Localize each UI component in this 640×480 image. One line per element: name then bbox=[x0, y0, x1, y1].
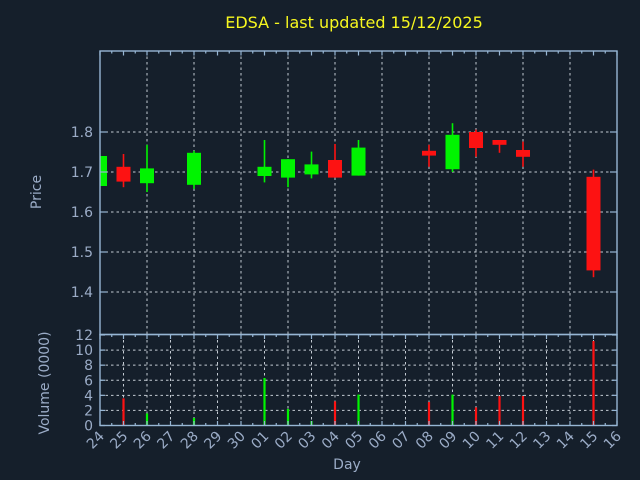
candle-body-08 bbox=[422, 150, 436, 156]
day-tick-label: 28 bbox=[178, 429, 202, 453]
day-tick-label: 16 bbox=[601, 428, 625, 452]
day-axis-label: Day bbox=[333, 457, 361, 473]
day-tick-label: 08 bbox=[413, 429, 437, 453]
candle-body-05 bbox=[351, 147, 366, 176]
volume-axis-label: Volume (0000) bbox=[37, 331, 53, 435]
price-tick-label: 1.8 bbox=[71, 125, 93, 141]
day-tick-label: 02 bbox=[272, 429, 296, 453]
candle-body-10 bbox=[469, 132, 483, 148]
volume-bars bbox=[122, 341, 595, 426]
day-tick-label: 11 bbox=[483, 429, 507, 453]
price-axis-label: Price bbox=[29, 174, 45, 210]
day-tick-label: 07 bbox=[389, 429, 413, 453]
candle-body-15 bbox=[586, 176, 601, 271]
volume-bar-09 bbox=[451, 394, 454, 426]
candle-body-26 bbox=[140, 168, 154, 184]
price-tick-labels: 1.8 1.7 1.6 1.5 1.4 bbox=[71, 125, 93, 301]
volume-bar-26 bbox=[145, 413, 149, 426]
price-tick-label: 1.6 bbox=[71, 205, 93, 221]
candle-body-11 bbox=[492, 140, 507, 145]
volume-tick-label: 4 bbox=[84, 388, 93, 404]
day-tick-label: 15 bbox=[577, 429, 601, 453]
volume-bar-01 bbox=[263, 377, 266, 426]
candle-body-09 bbox=[445, 134, 460, 170]
day-tick-label: 30 bbox=[225, 429, 249, 453]
volume-bar-04 bbox=[333, 401, 337, 426]
price-tick-label: 1.7 bbox=[71, 165, 93, 181]
day-tick-label: 29 bbox=[201, 429, 225, 453]
price-panel-grid bbox=[100, 51, 617, 335]
volume-bar-12 bbox=[521, 396, 525, 426]
candle-body-03 bbox=[304, 164, 319, 175]
day-tick-label: 13 bbox=[530, 429, 554, 453]
price-tick-label: 1.5 bbox=[71, 245, 93, 261]
day-tick-label: 10 bbox=[460, 429, 484, 453]
volume-bar-11 bbox=[498, 396, 501, 426]
day-tick-labels: 24 25 26 27 28 29 30 01 02 03 04 05 06 07 08 09 10 11 12 13… bbox=[84, 428, 625, 452]
volume-tick-label: 8 bbox=[84, 358, 93, 374]
volume-tick-label: 6 bbox=[84, 373, 93, 389]
chart-title: EDSA - last updated 15/12/2025 bbox=[225, 13, 483, 32]
candle-body-04 bbox=[328, 160, 342, 178]
volume-tick-label: 10 bbox=[75, 343, 93, 359]
volume-bar-05 bbox=[357, 394, 360, 426]
day-tick-label: 04 bbox=[319, 428, 343, 452]
day-tick-label: 05 bbox=[342, 429, 366, 453]
day-tick-label: 26 bbox=[131, 428, 155, 452]
volume-bar-10 bbox=[474, 407, 478, 426]
day-tick-label: 03 bbox=[295, 429, 319, 453]
volume-tick-label: 2 bbox=[84, 403, 93, 419]
volume-bar-15 bbox=[592, 341, 595, 426]
candle-body-01 bbox=[257, 166, 272, 176]
day-tick-label: 01 bbox=[248, 429, 272, 453]
volume-bar-02 bbox=[286, 408, 290, 426]
volume-bar-25 bbox=[122, 398, 125, 426]
candle-body-12 bbox=[516, 150, 530, 157]
candle-body-24 bbox=[100, 156, 107, 186]
candle-body-02 bbox=[281, 159, 295, 178]
tick-marks bbox=[99, 51, 618, 427]
day-tick-label: 09 bbox=[436, 429, 460, 453]
volume-bar-08 bbox=[427, 402, 431, 426]
price-tick-label: 1.4 bbox=[71, 285, 93, 301]
candles bbox=[100, 123, 601, 278]
day-tick-label: 14 bbox=[554, 428, 578, 452]
candle-body-25 bbox=[116, 166, 131, 182]
volume-tick-label: 0 bbox=[84, 419, 93, 435]
day-tick-label: 27 bbox=[154, 429, 178, 453]
day-tick-label: 25 bbox=[107, 429, 131, 453]
candle-body-28 bbox=[187, 152, 201, 185]
volume-tick-label: 12 bbox=[75, 328, 93, 344]
day-tick-label: 06 bbox=[366, 428, 390, 452]
day-tick-label: 12 bbox=[507, 429, 531, 453]
